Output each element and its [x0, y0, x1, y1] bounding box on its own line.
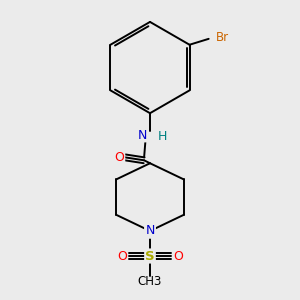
Text: S: S: [145, 250, 155, 262]
Text: CH3: CH3: [138, 274, 162, 287]
Text: N: N: [145, 224, 155, 238]
Text: O: O: [173, 250, 183, 262]
Text: N: N: [138, 129, 147, 142]
Text: O: O: [114, 151, 124, 164]
Text: H: H: [158, 130, 167, 143]
Text: Br: Br: [216, 31, 229, 44]
Text: O: O: [117, 250, 127, 262]
